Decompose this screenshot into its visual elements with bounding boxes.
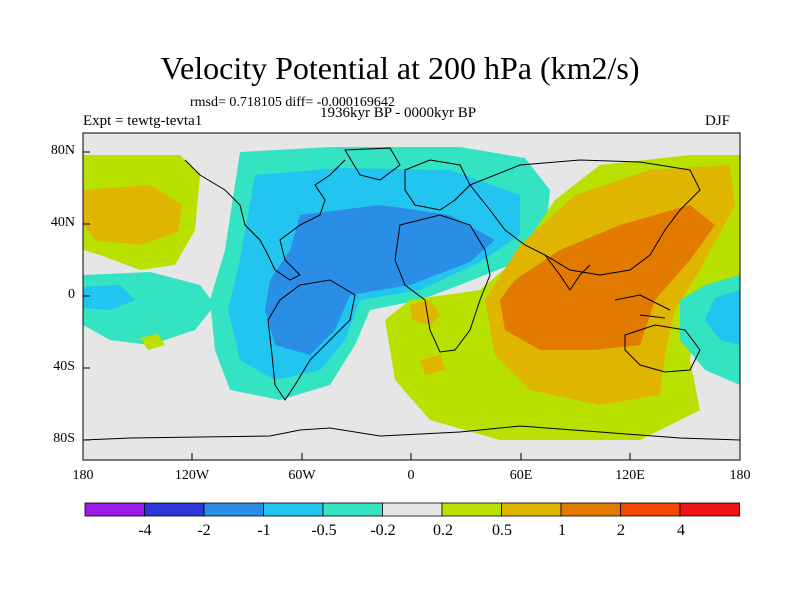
colorbar-swatch: [144, 502, 205, 517]
contour-south-atlantic-blob: [420, 355, 445, 375]
colorbar-label: -4: [138, 522, 152, 539]
colorbar-swatch: [203, 502, 264, 517]
x-tick-label: 180: [729, 468, 751, 483]
colorbar-swatch: [560, 502, 621, 517]
stats-text: rmsd= 0.718105 diff= -0.000169642: [190, 95, 395, 110]
coast-europe: [404, 159, 471, 211]
colorbar-swatch: [441, 502, 502, 517]
colorbar-label: -0.5: [311, 522, 337, 539]
contour-pacific-equatorial: [83, 285, 135, 310]
colorbar-swatch: [382, 502, 443, 517]
axis-ticks: [82, 151, 741, 460]
coast-north-america: [184, 159, 346, 281]
coast-antarctica: [83, 425, 740, 441]
coast-africa: [394, 214, 491, 353]
colorbar: [84, 502, 740, 517]
colorbar-label: 0.2: [433, 522, 453, 539]
colorbar-swatch: [679, 502, 740, 517]
x-tick-label: 120W: [174, 468, 210, 483]
colorbar-label: -1: [257, 522, 271, 539]
y-tick-label: 80N: [50, 143, 75, 158]
x-tick-label: 180: [72, 468, 94, 483]
contour-indian-ocean-core: [500, 205, 715, 350]
plot-title: Velocity Potential at 200 hPa (km2/s): [160, 50, 640, 86]
coast-greenland: [344, 147, 401, 181]
x-tick-label: 0: [407, 468, 415, 483]
colorbar-swatch: [263, 502, 324, 517]
x-tick-label: 120E: [615, 468, 645, 483]
coast-india: [544, 254, 591, 291]
coast-australia: [624, 324, 701, 373]
colorbar-label: 0.5: [492, 522, 512, 539]
y-tick-label: 40S: [53, 359, 75, 374]
colorbar-label: 2: [617, 522, 625, 539]
colorbar-label: 4: [677, 522, 685, 539]
colorbar-swatch: [501, 502, 562, 517]
contour-east-pacific-core: [705, 290, 740, 345]
contour-field: [83, 133, 740, 460]
coast-asia: [469, 159, 701, 276]
x-tick-label: 60E: [509, 468, 533, 483]
colorbar-swatch: [620, 502, 681, 517]
coastlines: [83, 147, 740, 441]
colorbar-label: -0.2: [370, 522, 396, 539]
experiment-label: Expt = tewtg-tevta1: [83, 113, 203, 129]
contour-atlantic-core: [265, 205, 495, 355]
season-label: DJF: [705, 113, 731, 129]
colorbar-label: 1: [558, 522, 566, 539]
colorbar-swatch: [84, 502, 145, 517]
coast-maritime-continent: [614, 294, 671, 319]
contour-pacific-west-max: [83, 185, 182, 245]
period-label: 1936kyr BP - 0000kyr BP: [320, 105, 477, 121]
colorbar-label: -2: [197, 522, 211, 539]
y-tick-label: 40N: [50, 215, 75, 230]
coast-south-america: [267, 279, 356, 401]
contour-pacific-small-blob: [140, 334, 165, 350]
x-tick-label: 60W: [288, 468, 316, 483]
contour-africa-small-max: [410, 300, 440, 325]
colorbar-swatch: [322, 502, 383, 517]
y-tick-label: 80S: [53, 431, 75, 446]
y-tick-label: 0: [68, 287, 75, 302]
